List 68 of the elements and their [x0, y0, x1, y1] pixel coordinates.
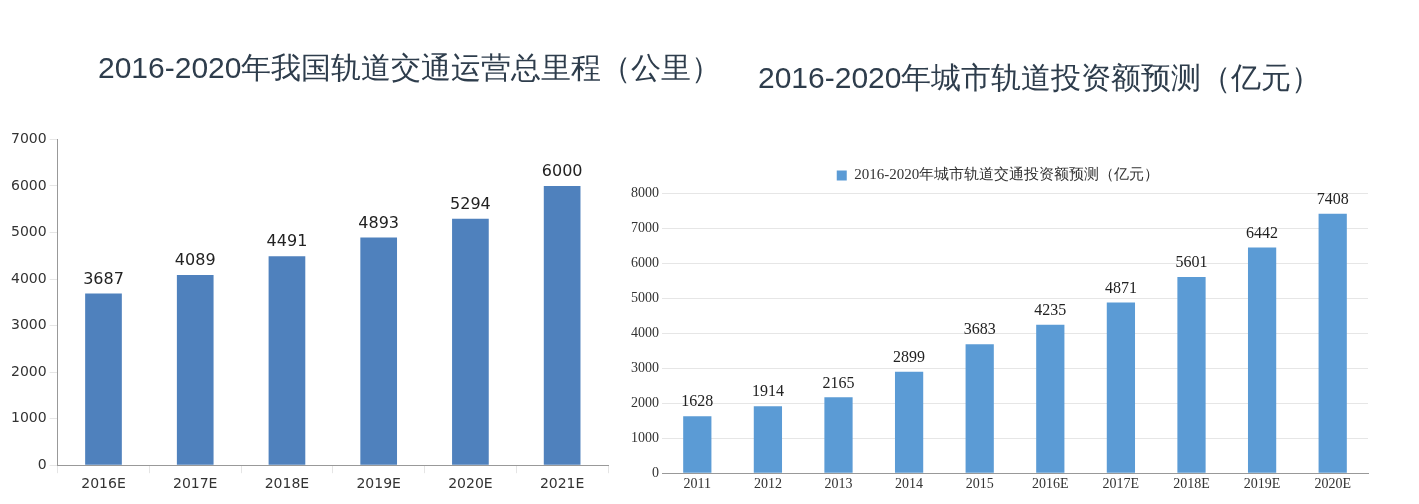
y-tick-label: 4000 [631, 324, 659, 340]
x-tick-label: 2016E [1032, 476, 1069, 492]
bar [965, 344, 994, 473]
bar [1177, 277, 1206, 473]
y-tick-label: 3000 [10, 316, 47, 333]
bar [1106, 302, 1136, 473]
y-tick-label: 0 [37, 455, 47, 472]
bar [683, 416, 712, 473]
x-tick-label: 2017E [1102, 476, 1140, 492]
data-label: 6442 [1246, 223, 1279, 241]
data-label: 5294 [450, 193, 491, 213]
data-label: 3687 [83, 268, 124, 288]
y-tick-label: 2000 [10, 362, 47, 379]
data-label: 4871 [1104, 278, 1137, 296]
data-label: 5601 [1175, 253, 1208, 271]
data-label: 3683 [963, 320, 996, 338]
y-tick-label: 4000 [10, 269, 47, 286]
bar [1318, 213, 1347, 473]
data-label: 4235 [1034, 301, 1067, 319]
bar [452, 218, 489, 465]
bar [176, 274, 214, 465]
x-tick-label: 2021E [539, 475, 585, 492]
data-label: 4491 [266, 231, 308, 251]
x-tick-label: 2018E [264, 475, 310, 492]
data-label: 7408 [1316, 189, 1349, 207]
y-tick-label: 3000 [631, 359, 659, 375]
y-tick-label: 7000 [10, 130, 47, 147]
bar [268, 256, 306, 465]
chart-title: 2016-2020年城市轨道投资额预测（亿元） [758, 60, 1322, 96]
legend-label: 2016-2020年城市轨道交通投资额预测（亿元） [854, 166, 1160, 183]
bar [1247, 247, 1277, 473]
data-label: 1628 [681, 392, 714, 410]
y-tick-label: 7000 [631, 219, 659, 235]
x-tick-label: 2018E [1173, 476, 1210, 492]
data-label: 4089 [174, 250, 216, 270]
y-tick-label: 8000 [631, 184, 659, 200]
y-tick-label: 6000 [10, 176, 47, 193]
x-tick-label: 2016E [81, 475, 126, 492]
x-tick-label: 2012 [753, 476, 782, 492]
x-tick-label: 2013 [824, 476, 853, 492]
x-tick-label: 2020E [448, 475, 493, 492]
bar [85, 293, 122, 465]
y-tick-label: 6000 [631, 254, 659, 270]
x-tick-label: 2019E [356, 475, 401, 492]
data-label: 6000 [541, 161, 583, 181]
bar [824, 397, 853, 473]
y-tick-label: 1000 [10, 409, 47, 426]
y-tick-label: 5000 [10, 223, 47, 240]
data-label: 2165 [822, 373, 855, 391]
x-tick-label: 2014 [895, 476, 924, 492]
data-label: 1914 [751, 382, 784, 400]
data-label: 4893 [358, 212, 400, 232]
x-tick-label: 2011 [683, 476, 712, 492]
y-tick-label: 1000 [631, 429, 659, 445]
bar [1036, 324, 1065, 473]
x-tick-label: 2020E [1314, 476, 1351, 492]
bar [360, 237, 398, 465]
bar [543, 185, 581, 465]
y-tick-label: 0 [652, 464, 659, 480]
data-label: 2899 [893, 347, 926, 365]
chart-title: 2016-2020年我国轨道交通运营总里程（公里） [98, 50, 722, 86]
bar [753, 406, 783, 473]
y-tick-label: 5000 [631, 289, 659, 305]
x-tick-label: 2015 [965, 476, 994, 492]
bar [894, 371, 924, 473]
y-tick-label: 2000 [631, 394, 659, 410]
x-tick-label: 2017E [172, 475, 218, 492]
x-tick-label: 2019E [1243, 476, 1281, 492]
